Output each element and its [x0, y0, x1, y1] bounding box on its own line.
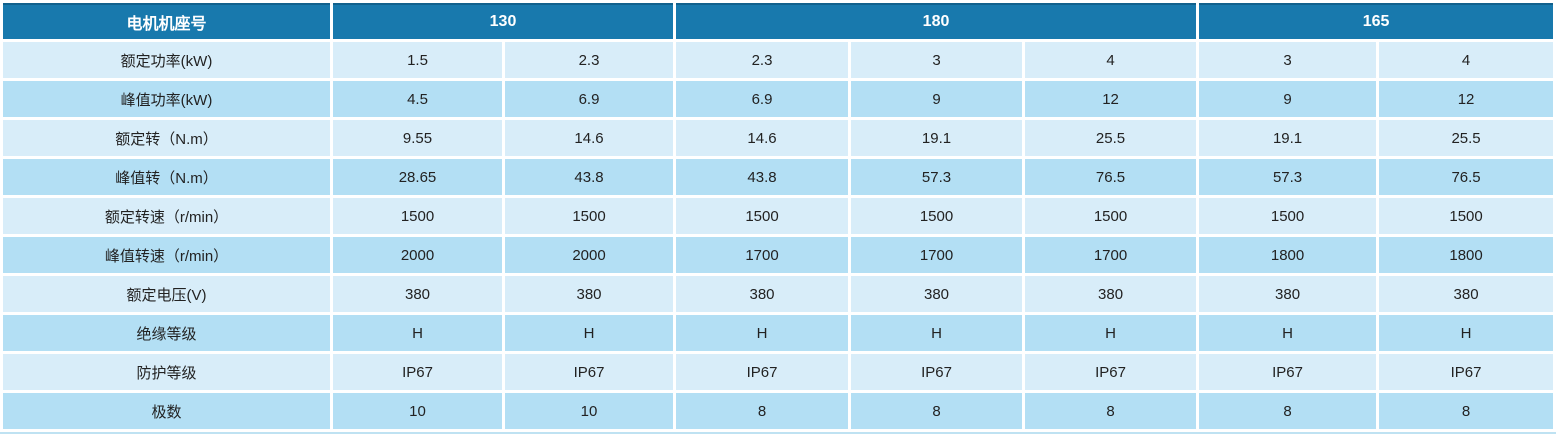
group-header-cell: 130 [333, 3, 674, 39]
value-cell: 12 [1379, 81, 1554, 117]
value-cell: 9.55 [333, 120, 502, 156]
value-cell: 1700 [851, 237, 1023, 273]
value-cell: 4 [1379, 42, 1554, 78]
row-label: 峰值转速（r/min） [3, 237, 330, 273]
row-label: 峰值功率(kW) [3, 81, 330, 117]
group-header-cell: 180 [676, 3, 1197, 39]
row-label: 防护等级 [3, 354, 330, 390]
value-cell: IP67 [333, 354, 502, 390]
value-cell: 1500 [1025, 198, 1197, 234]
value-cell: 1500 [676, 198, 849, 234]
value-cell: 12 [1025, 81, 1197, 117]
value-cell: IP67 [851, 354, 1023, 390]
row-label: 峰值转（N.m） [3, 159, 330, 195]
value-cell: 3 [851, 42, 1023, 78]
value-cell: H [1025, 315, 1197, 351]
value-cell: 1500 [1199, 198, 1377, 234]
value-cell: H [1199, 315, 1377, 351]
value-cell: 28.65 [333, 159, 502, 195]
value-cell: 4 [1025, 42, 1197, 78]
value-cell: 380 [1025, 276, 1197, 312]
value-cell: 380 [1379, 276, 1554, 312]
value-cell: IP67 [1025, 354, 1197, 390]
value-cell: 25.5 [1379, 120, 1554, 156]
value-cell: 380 [676, 276, 849, 312]
table-row: 峰值转（N.m） 28.65 43.8 43.8 57.3 76.5 57.3 76.5 [3, 159, 1554, 195]
value-cell: 10 [333, 393, 502, 429]
value-cell: 380 [1199, 276, 1377, 312]
value-cell: 8 [1025, 393, 1197, 429]
value-cell: 57.3 [1199, 159, 1377, 195]
row-label: 极数 [3, 393, 330, 429]
value-cell: 1700 [676, 237, 849, 273]
table-row: 峰值功率(kW) 4.5 6.9 6.9 9 12 9 12 [3, 81, 1554, 117]
value-cell: H [1379, 315, 1554, 351]
value-cell: 2.3 [505, 42, 674, 78]
value-cell: H [676, 315, 849, 351]
value-cell: 2000 [333, 237, 502, 273]
corner-header-cell: 电机机座号 [3, 3, 330, 39]
value-cell: 19.1 [851, 120, 1023, 156]
value-cell: 1.5 [333, 42, 502, 78]
table-row: 绝缘等级 H H H H H H H [3, 315, 1554, 351]
value-cell: 6.9 [676, 81, 849, 117]
row-label: 额定转速（r/min） [3, 198, 330, 234]
value-cell: 380 [505, 276, 674, 312]
value-cell: 43.8 [505, 159, 674, 195]
value-cell: 19.1 [1199, 120, 1377, 156]
value-cell: IP67 [505, 354, 674, 390]
value-cell: 9 [851, 81, 1023, 117]
value-cell: 1500 [333, 198, 502, 234]
value-cell: 380 [333, 276, 502, 312]
value-cell: 25.5 [1025, 120, 1197, 156]
value-cell: IP67 [676, 354, 849, 390]
value-cell: 3 [1199, 42, 1377, 78]
value-cell: 6.9 [505, 81, 674, 117]
value-cell: H [505, 315, 674, 351]
value-cell: 76.5 [1379, 159, 1554, 195]
table-row: 极数 10 10 8 8 8 8 8 [3, 393, 1554, 429]
value-cell: 8 [1199, 393, 1377, 429]
value-cell: 8 [1379, 393, 1554, 429]
table-row: 额定转速（r/min） 1500 1500 1500 1500 1500 1500 1500 [3, 198, 1554, 234]
value-cell: 4.5 [333, 81, 502, 117]
value-cell: 2.3 [676, 42, 849, 78]
value-cell: 8 [676, 393, 849, 429]
value-cell: 380 [851, 276, 1023, 312]
value-cell: IP67 [1199, 354, 1377, 390]
value-cell: 1500 [505, 198, 674, 234]
table-row: 防护等级 IP67 IP67 IP67 IP67 IP67 IP67 IP67 [3, 354, 1554, 390]
value-cell: 14.6 [505, 120, 674, 156]
value-cell: 14.6 [676, 120, 849, 156]
row-label: 额定电压(V) [3, 276, 330, 312]
value-cell: 76.5 [1025, 159, 1197, 195]
table-row: 额定转（N.m） 9.55 14.6 14.6 19.1 25.5 19.1 25.5 [3, 120, 1554, 156]
table-row: 额定电压(V) 380 380 380 380 380 380 380 [3, 276, 1554, 312]
value-cell: 1700 [1025, 237, 1197, 273]
table-row: 额定功率(kW) 1.5 2.3 2.3 3 4 3 4 [3, 42, 1554, 78]
value-cell: IP67 [1379, 354, 1554, 390]
value-cell: 9 [1199, 81, 1377, 117]
value-cell: H [333, 315, 502, 351]
value-cell: 43.8 [676, 159, 849, 195]
value-cell: 2000 [505, 237, 674, 273]
value-cell: H [851, 315, 1023, 351]
value-cell: 1500 [1379, 198, 1554, 234]
value-cell: 1500 [851, 198, 1023, 234]
header-row: 电机机座号 130 180 165 [3, 3, 1554, 39]
value-cell: 10 [505, 393, 674, 429]
table-row: 峰值转速（r/min） 2000 2000 1700 1700 1700 1800 1800 [3, 237, 1554, 273]
row-label: 额定转（N.m） [3, 120, 330, 156]
value-cell: 1800 [1199, 237, 1377, 273]
row-label: 绝缘等级 [3, 315, 330, 351]
value-cell: 57.3 [851, 159, 1023, 195]
group-header-cell: 165 [1199, 3, 1554, 39]
row-label: 额定功率(kW) [3, 42, 330, 78]
value-cell: 8 [851, 393, 1023, 429]
value-cell: 1800 [1379, 237, 1554, 273]
